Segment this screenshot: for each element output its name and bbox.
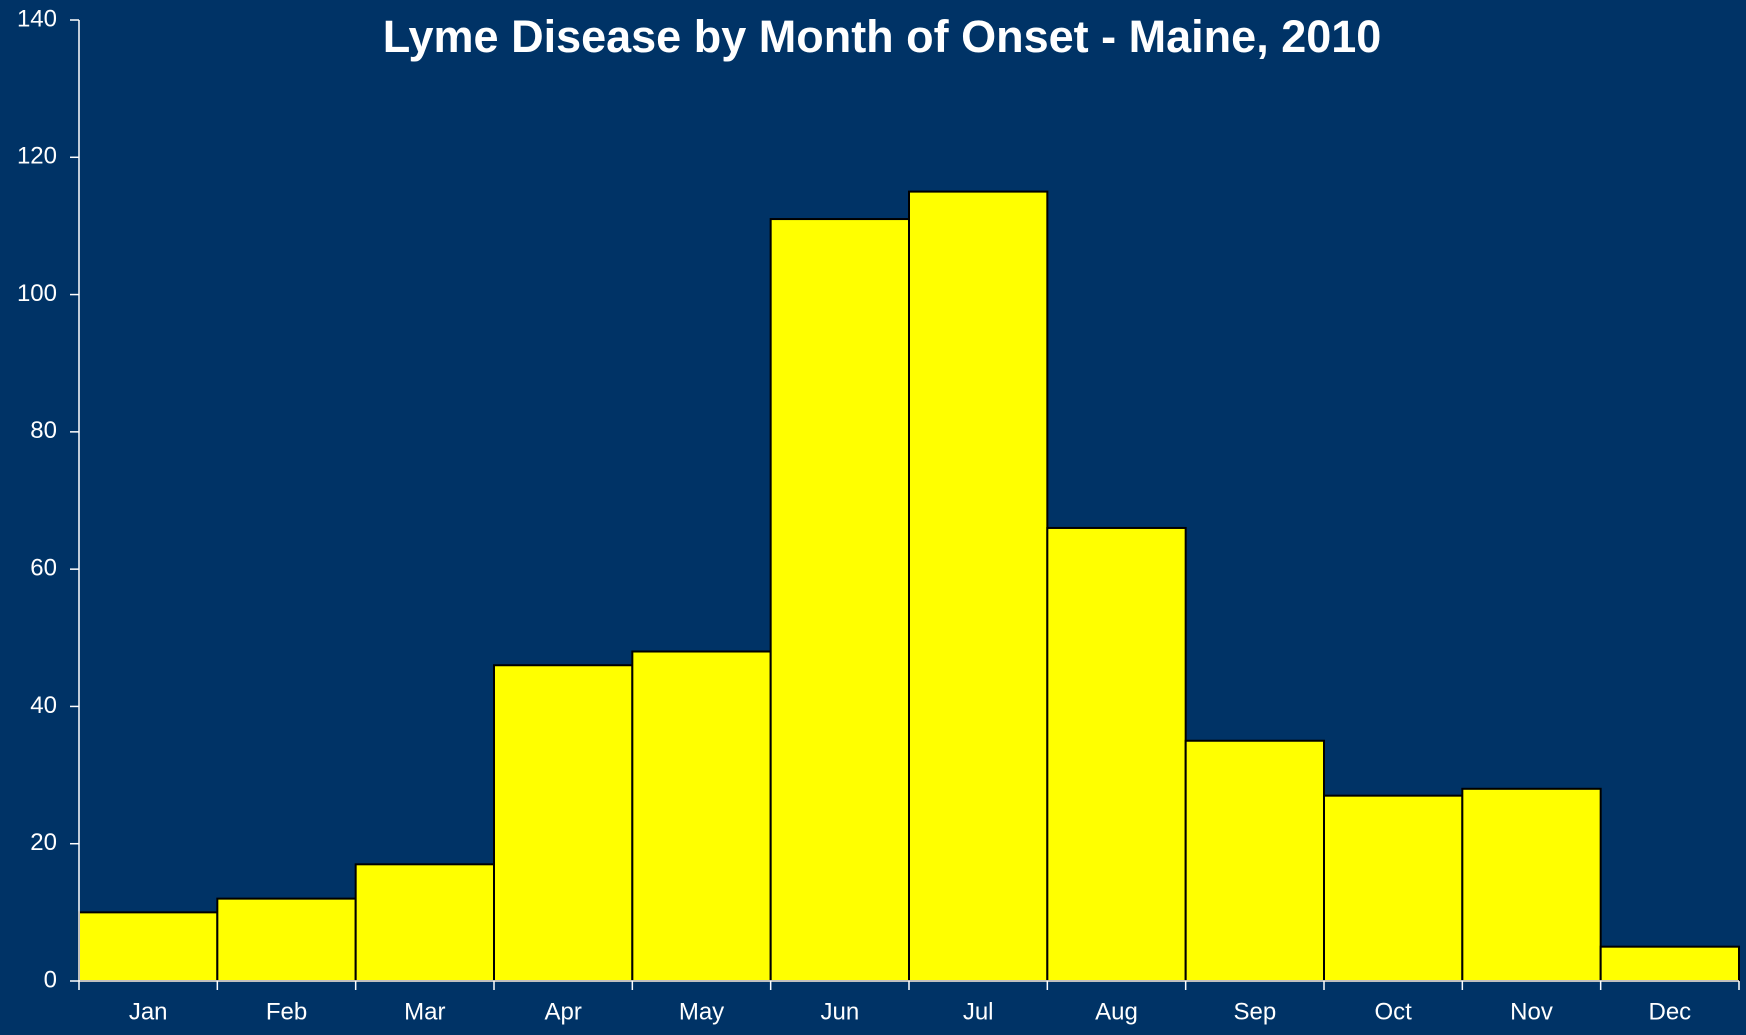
y-tick-label: 20 [30,829,57,856]
x-tick-label: Sep [1233,998,1276,1025]
bar [1184,739,1325,982]
x-tick-label: Apr [544,998,581,1025]
bar [908,190,1049,983]
bar [493,664,634,982]
bar [1323,794,1464,983]
x-tick-label: Aug [1095,998,1138,1025]
x-tick-label: Oct [1374,998,1412,1025]
bar [216,897,357,983]
bar [1046,526,1187,982]
y-tick-label: 60 [30,554,57,581]
x-tick-label: Dec [1648,998,1691,1025]
x-tick-label: Jun [820,998,859,1025]
chart-title: Lyme Disease by Month of Onset - Maine, … [383,11,1382,62]
x-tick-label: Mar [404,998,445,1025]
y-tick-label: 120 [17,143,57,170]
bar [78,911,219,982]
bar [769,218,911,983]
x-tick-label: Feb [266,998,307,1025]
y-tick-label: 80 [30,417,57,444]
x-tick-label: Jul [963,998,994,1025]
y-tick-label: 0 [44,966,57,993]
bar [1461,787,1602,982]
y-tick-label: 140 [17,5,57,32]
x-tick-label: May [679,998,724,1025]
bar [631,650,772,982]
bar [354,863,495,982]
y-tick-label: 40 [30,692,57,719]
bar [1599,945,1740,983]
x-tick-label: Jan [129,998,168,1025]
y-tick-label: 100 [17,280,57,307]
x-tick-label: Nov [1510,998,1553,1025]
